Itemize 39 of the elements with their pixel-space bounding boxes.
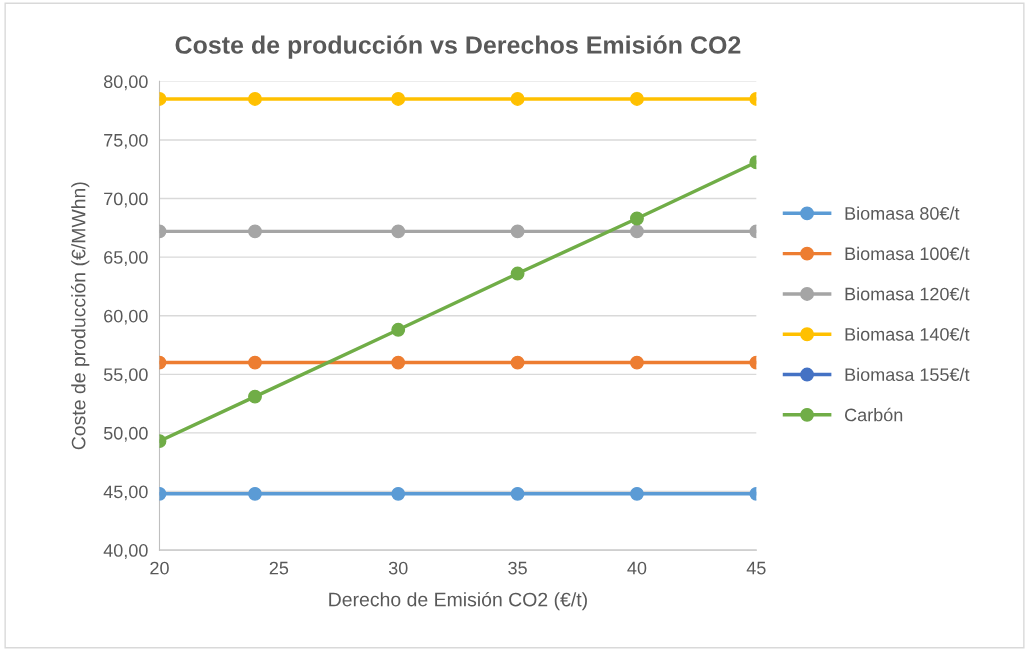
y-tick-label: 50,00 — [103, 426, 148, 442]
y-tick-label: 40,00 — [103, 544, 148, 559]
point — [510, 266, 525, 281]
x-tick-label: 30 — [388, 561, 408, 575]
x-axis-title: Derecho de Emisión CO2 (€/t) — [329, 591, 587, 611]
y-tick-label: 70,00 — [104, 192, 148, 208]
point — [391, 92, 406, 106]
point — [630, 224, 644, 239]
y-tick-label: 80,00 — [103, 75, 148, 91]
legend-label: Carbón — [845, 407, 903, 422]
x-tick-label: 20 — [150, 561, 169, 575]
point — [630, 92, 644, 106]
legend-label: Biomasa 155€/t — [845, 367, 970, 382]
y-axis-title: Coste de producción (€/MWhn) — [70, 182, 90, 450]
point — [630, 355, 644, 370]
x-tick-label: 45 — [746, 561, 766, 575]
legend-label: Biomasa 120€/t — [845, 287, 970, 301]
point — [510, 355, 525, 370]
y-tick-label: 45,00 — [103, 485, 148, 501]
legend-label: Biomasa 140€/t — [845, 327, 970, 341]
point — [630, 486, 644, 501]
point — [510, 92, 525, 106]
y-tick-label: 60,00 — [104, 309, 148, 325]
point — [630, 211, 644, 226]
point — [391, 486, 406, 501]
point — [510, 224, 525, 239]
y-tick-label: 55,00 — [103, 368, 148, 384]
point — [391, 355, 406, 370]
point — [391, 322, 406, 337]
x-tick-label: 35 — [508, 561, 527, 575]
y-tick-label: 75,00 — [104, 133, 148, 149]
x-tick-label: 40 — [627, 561, 647, 575]
point — [391, 224, 406, 239]
point — [510, 486, 525, 501]
legend-label: Biomasa 100€/t — [845, 246, 970, 261]
legend-label: Biomasa 80€/t — [845, 206, 960, 220]
chart-title: Coste de producción vs Derechos Emisión CO2 — [175, 35, 741, 59]
x-tick-label: 25 — [269, 561, 289, 575]
y-tick-label: 65,00 — [104, 251, 148, 266]
